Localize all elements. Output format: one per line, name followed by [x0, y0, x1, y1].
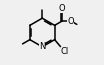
Text: O: O: [59, 4, 65, 13]
Text: O: O: [67, 17, 74, 26]
Text: Cl: Cl: [61, 47, 69, 56]
Text: N: N: [39, 42, 45, 51]
